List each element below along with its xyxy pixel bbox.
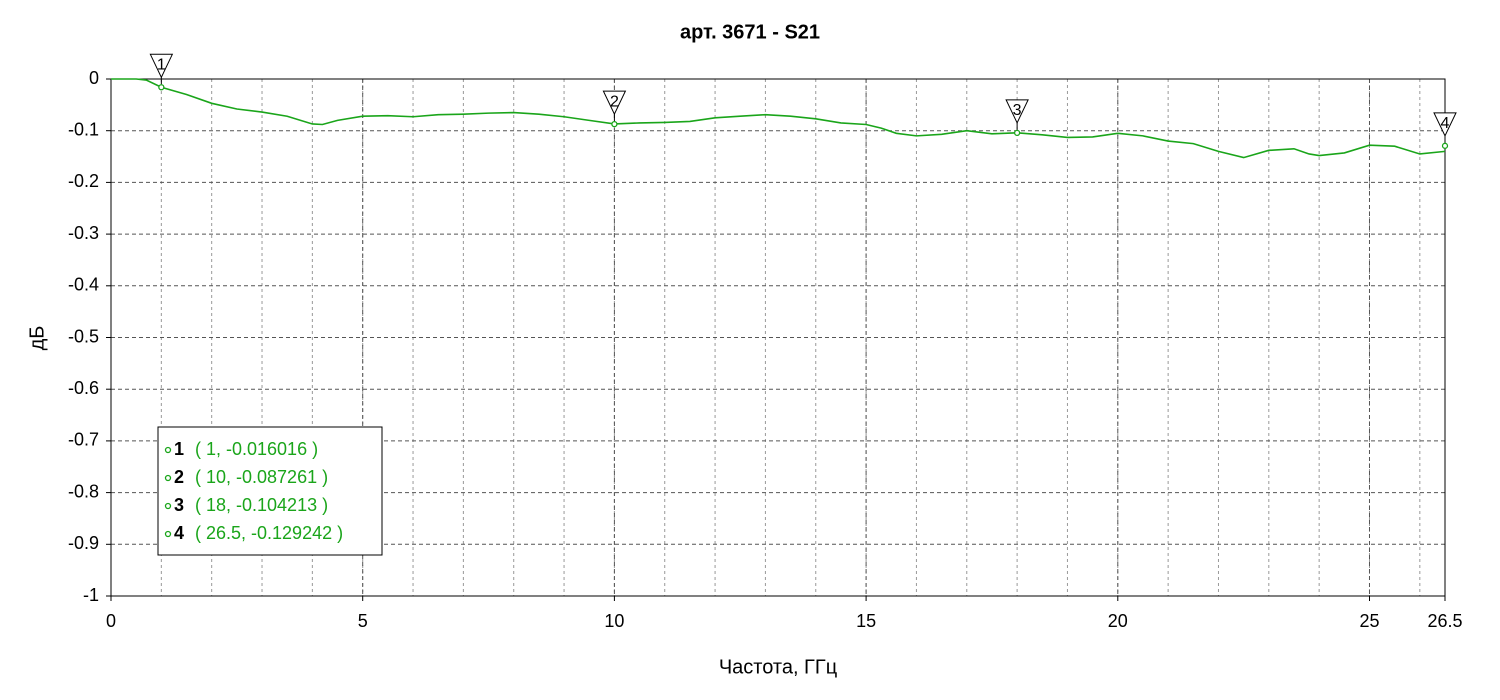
marker-label: 2 xyxy=(610,93,619,110)
marker-point xyxy=(1441,142,1449,149)
legend-value: ( 10, -0.087261 ) xyxy=(195,467,328,487)
legend-value: ( 1, -0.016016 ) xyxy=(195,439,318,459)
legend-box xyxy=(157,426,383,556)
legend-dot xyxy=(164,446,172,454)
legend-label: 1 xyxy=(174,439,184,459)
legend-label: 2 xyxy=(174,467,184,487)
y-tick-label: -0.5 xyxy=(68,326,99,346)
x-tick-label: 0 xyxy=(106,611,116,631)
data-line xyxy=(111,78,1446,159)
y-tick-label: -0.1 xyxy=(68,119,99,139)
legend-value: ( 26.5, -0.129242 ) xyxy=(195,523,343,543)
y-tick-label: -0.7 xyxy=(68,430,99,450)
x-tick-label: 26.5 xyxy=(1427,611,1462,631)
y-axis-label: дБ xyxy=(26,326,48,351)
marker-point xyxy=(1013,129,1021,137)
marker-point xyxy=(158,84,165,91)
y-tick-label: 0 xyxy=(89,68,99,88)
y-tick-label: -1 xyxy=(83,585,99,605)
x-tick-label: 25 xyxy=(1359,611,1379,631)
plot-frame xyxy=(110,78,1446,597)
marker-triangle xyxy=(602,90,627,116)
legend-label: 3 xyxy=(174,495,184,515)
marker-label: 3 xyxy=(1013,102,1022,119)
x-tick-label: 5 xyxy=(358,611,368,631)
marker-label: 1 xyxy=(157,56,166,73)
x-tick-label: 15 xyxy=(856,611,876,631)
y-tick-label: -0.2 xyxy=(68,171,99,191)
legend-value: ( 18, -0.104213 ) xyxy=(195,495,328,515)
y-tick-label: -0.6 xyxy=(68,378,99,398)
chart-title: арт. 3671 - S21 xyxy=(680,21,820,43)
y-tick-label: -0.3 xyxy=(68,223,99,243)
marker-point xyxy=(611,120,618,128)
x-tick-label: 20 xyxy=(1108,611,1128,631)
x-axis-label: Частота, ГГц xyxy=(719,656,837,678)
marker-triangle xyxy=(1433,112,1457,137)
legend-dot xyxy=(164,474,172,482)
y-tick-label: -0.4 xyxy=(68,275,99,295)
marker-triangle xyxy=(149,53,174,79)
legend-label: 4 xyxy=(174,523,184,543)
x-tick-label: 10 xyxy=(604,611,624,631)
marker-triangle xyxy=(1005,99,1029,125)
legend-dot xyxy=(164,502,172,510)
legend-dot xyxy=(164,530,172,538)
marker-label: 4 xyxy=(1441,115,1450,132)
y-tick-label: -0.8 xyxy=(68,481,99,501)
y-tick-label: -0.9 xyxy=(68,533,99,553)
